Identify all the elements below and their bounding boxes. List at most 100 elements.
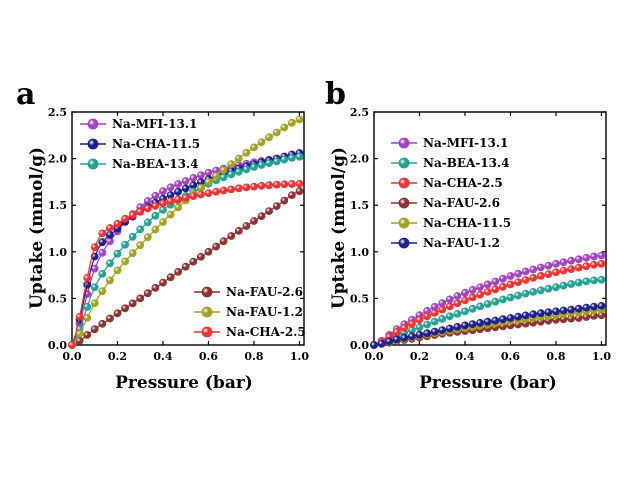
series-na-cha-2-5 [68, 179, 304, 349]
data-point [98, 229, 107, 238]
data-point [567, 256, 575, 265]
panel-b-frame [373, 111, 607, 346]
panel-a-legend: Na-MFI-13.1 Na-CHA-11.5 Na-BEA-13.4 Na-FAU-… [80, 117, 306, 339]
legend-entry-na-fau-2-6: Na-FAU-2.6 [194, 285, 303, 299]
data-point [166, 197, 175, 206]
data-point [219, 237, 228, 246]
data-point [196, 190, 205, 199]
data-point [159, 218, 167, 226]
y-tick-label: 1.5 [48, 199, 67, 212]
panel-a-letter: a [16, 77, 35, 112]
legend-label: Na-MFI-13.1 [423, 136, 508, 150]
data-point [280, 180, 289, 189]
y-tick-label: 1.0 [48, 246, 67, 259]
legend-label: Na-FAU-1.2 [423, 236, 500, 250]
data-point [128, 249, 137, 258]
data-point [151, 283, 160, 292]
data-point [75, 312, 84, 321]
data-point [438, 314, 447, 323]
data-point [552, 283, 560, 292]
data-point [514, 278, 522, 286]
data-point [196, 171, 205, 179]
data-point [181, 193, 190, 202]
data-point [121, 257, 129, 266]
data-point [544, 261, 553, 270]
legend-label: Na-FAU-2.6 [226, 285, 303, 299]
data-point [151, 211, 160, 220]
data-point [287, 191, 296, 199]
data-point [113, 309, 122, 318]
data-point [83, 313, 92, 322]
legend-label: Na-CHA-11.5 [423, 216, 511, 230]
legend-entry-na-cha-2-5: Na-CHA-2.5 [194, 325, 306, 339]
data-point [415, 330, 424, 339]
data-point [159, 187, 167, 196]
legend-entry-na-bea-13-4: Na-BEA-13.4 [80, 157, 199, 171]
data-point [98, 287, 107, 296]
data-point [295, 187, 304, 196]
data-point [529, 265, 538, 274]
data-point [287, 153, 296, 162]
data-point [438, 326, 447, 334]
data-point [250, 143, 258, 152]
data-point [280, 155, 289, 164]
data-point [582, 262, 591, 271]
data-point [90, 325, 99, 334]
data-point [196, 183, 205, 192]
y-tick-label: 1.5 [350, 199, 369, 212]
data-point [151, 225, 160, 234]
y-tick-label: 0.0 [350, 339, 369, 352]
data-point [106, 259, 114, 268]
data-point [521, 276, 530, 284]
data-point [521, 311, 530, 320]
x-tick-label: 0.0 [62, 350, 81, 363]
data-point [445, 324, 454, 333]
data-point [242, 222, 251, 230]
legend-label: Na-BEA-13.4 [112, 157, 199, 171]
data-point [204, 168, 213, 177]
data-point [287, 118, 296, 127]
legend-entry-na-bea-13-4: Na-BEA-13.4 [391, 156, 510, 170]
data-point [83, 331, 92, 339]
data-point [423, 312, 431, 321]
panel-b-xlabel: Pressure (bar) [419, 373, 557, 393]
legend-entry-na-mfi-13-1: Na-MFI-13.1 [80, 117, 197, 131]
data-point [498, 315, 507, 324]
x-tick-label: 0.6 [501, 350, 520, 363]
data-point [536, 309, 545, 318]
series-na-fau-1-2 [370, 301, 606, 349]
x-tick-label: 0.0 [364, 350, 383, 363]
data-point [83, 280, 92, 289]
data-point [407, 332, 416, 341]
data-point [453, 299, 462, 308]
data-point [529, 287, 538, 296]
data-point [370, 341, 378, 349]
data-point [113, 266, 122, 275]
data-point [174, 203, 182, 212]
y-tick-label: 0.5 [350, 292, 369, 305]
data-point [590, 302, 598, 311]
data-point [272, 157, 281, 166]
data-point [295, 152, 304, 161]
data-point [212, 171, 220, 180]
data-point [491, 285, 500, 294]
data-point [514, 312, 522, 321]
data-point [461, 288, 469, 297]
data-point [415, 315, 424, 324]
x-tick-label: 0.4 [455, 350, 474, 363]
data-point [476, 290, 484, 299]
legend-marker [398, 177, 410, 189]
data-point [544, 284, 553, 293]
legend-marker [201, 286, 213, 298]
data-point [98, 269, 107, 278]
data-point [113, 219, 122, 228]
panel-b-axis-ticks: 0.0 0.2 0.4 0.6 0.8 1.0 0.0 0.5 1.0 1.5 2.0 2.5 [350, 106, 612, 363]
data-point [257, 161, 266, 169]
legend-marker [87, 118, 99, 130]
data-point [430, 317, 439, 326]
data-point [574, 278, 583, 287]
data-point [590, 260, 598, 269]
data-point [567, 280, 575, 288]
legend-entry-na-mfi-13-1: Na-MFI-13.1 [391, 136, 508, 150]
data-point [106, 224, 114, 232]
